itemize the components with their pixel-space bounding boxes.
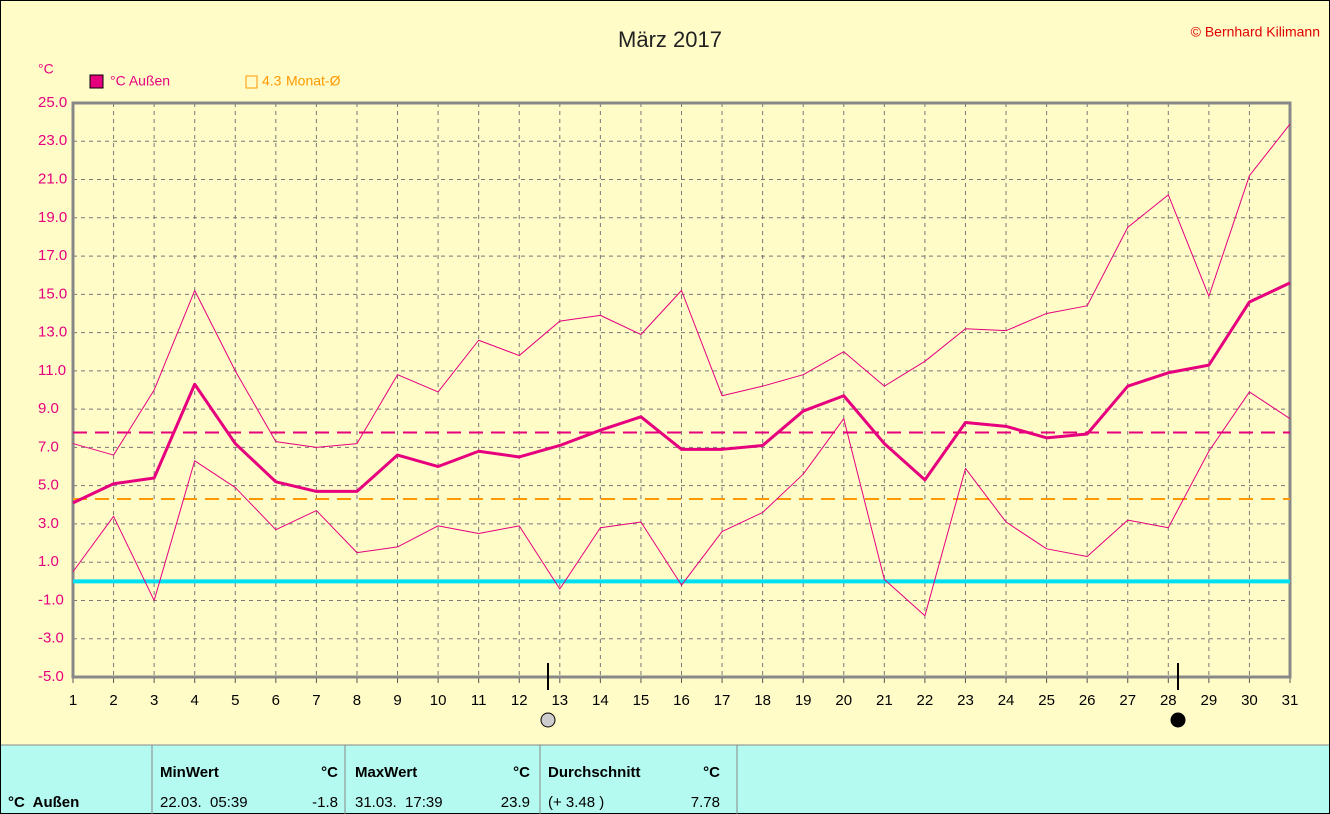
x-tick-label: 9 xyxy=(393,692,401,709)
table-background xyxy=(1,745,1329,813)
y-tick-label: 21.0 xyxy=(38,171,67,188)
x-tick-label: 18 xyxy=(754,692,771,709)
y-tick-label: 17.0 xyxy=(38,247,67,264)
legend-label: 4.3 xyxy=(262,73,282,89)
x-tick-label: 5 xyxy=(231,692,239,709)
y-tick-label: -5.0 xyxy=(38,668,64,685)
x-tick-label: 2 xyxy=(109,692,117,709)
x-tick-label: 24 xyxy=(998,692,1015,709)
legend-swatch xyxy=(245,75,258,89)
table-cell: 31.03. 17:39 xyxy=(355,794,443,811)
x-tick-label: 28 xyxy=(1160,692,1177,709)
moon-icon xyxy=(1170,712,1186,728)
legend-swatch xyxy=(89,74,104,89)
table-row-label: °C Außen xyxy=(8,794,79,811)
table-header: °C xyxy=(321,764,338,781)
table-cell: 7.78 xyxy=(691,794,720,811)
y-tick-label: 3.0 xyxy=(38,515,59,532)
y-tick-label: -3.0 xyxy=(38,630,64,647)
x-tick-label: 11 xyxy=(471,692,487,709)
x-tick-label: 3 xyxy=(150,692,158,709)
x-tick-label: 20 xyxy=(835,692,852,709)
y-tick-label: 13.0 xyxy=(38,324,67,341)
x-tick-label: 15 xyxy=(633,692,650,709)
legend-label: Monat-Ø xyxy=(286,73,341,89)
table-header: Durchschnitt xyxy=(548,764,641,781)
y-tick-label: 25.0 xyxy=(38,94,67,111)
x-tick-label: 14 xyxy=(592,692,609,709)
table-header: °C xyxy=(703,764,720,781)
y-tick-label: 23.0 xyxy=(38,132,67,149)
x-tick-label: 6 xyxy=(272,692,280,709)
x-tick-label: 12 xyxy=(511,692,528,709)
y-tick-label: 5.0 xyxy=(38,477,59,494)
x-tick-label: 31 xyxy=(1282,692,1299,709)
x-tick-label: 4 xyxy=(191,692,199,709)
data-line xyxy=(72,281,1291,505)
y-tick-label: 19.0 xyxy=(38,209,67,226)
data-line xyxy=(72,123,1291,456)
x-tick-label: 7 xyxy=(312,692,320,709)
y-tick-label: 9.0 xyxy=(38,400,59,417)
y-tick-label: 11.0 xyxy=(38,362,66,379)
x-tick-label: 1 xyxy=(69,692,77,709)
plot-border xyxy=(71,101,1292,679)
table-cell: -1.8 xyxy=(312,794,338,811)
x-tick-label: 21 xyxy=(876,692,893,709)
x-tick-label: 30 xyxy=(1241,692,1258,709)
legend-label: °C Außen xyxy=(110,73,170,89)
x-tick-label: 25 xyxy=(1038,692,1055,709)
x-tick-label: 29 xyxy=(1201,692,1218,709)
table-cell: 22.03. 05:39 xyxy=(160,794,248,811)
table-header: MinWert xyxy=(160,764,219,781)
y-unit: °C xyxy=(38,61,54,77)
y-tick-label: 7.0 xyxy=(38,438,59,455)
plot: 25.023.021.019.017.015.013.011.09.07.05.… xyxy=(38,94,1298,709)
x-tick-label: 16 xyxy=(673,692,690,709)
x-tick-label: 17 xyxy=(714,692,731,709)
moon-icon xyxy=(540,712,556,728)
y-tick-label: 15.0 xyxy=(38,285,67,302)
copyright: © Bernhard Kilimann xyxy=(1191,24,1320,40)
x-tick-label: 13 xyxy=(551,692,568,709)
y-tick-label: -1.0 xyxy=(38,591,64,608)
x-tick-label: 8 xyxy=(353,692,361,709)
data-line xyxy=(72,391,1291,617)
table-cell: (+ 3.48 ) xyxy=(548,794,604,811)
table-header: MaxWert xyxy=(355,764,417,781)
x-tick-label: 27 xyxy=(1119,692,1136,709)
table-header: °C xyxy=(513,764,530,781)
x-tick-label: 10 xyxy=(430,692,447,709)
x-tick-label: 19 xyxy=(795,692,812,709)
x-tick-label: 23 xyxy=(957,692,974,709)
x-tick-label: 22 xyxy=(917,692,934,709)
x-tick-label: 26 xyxy=(1079,692,1096,709)
y-tick-label: 1.0 xyxy=(38,553,59,570)
table-cell: 23.9 xyxy=(501,794,530,811)
chart-title: März 2017 xyxy=(618,27,722,52)
